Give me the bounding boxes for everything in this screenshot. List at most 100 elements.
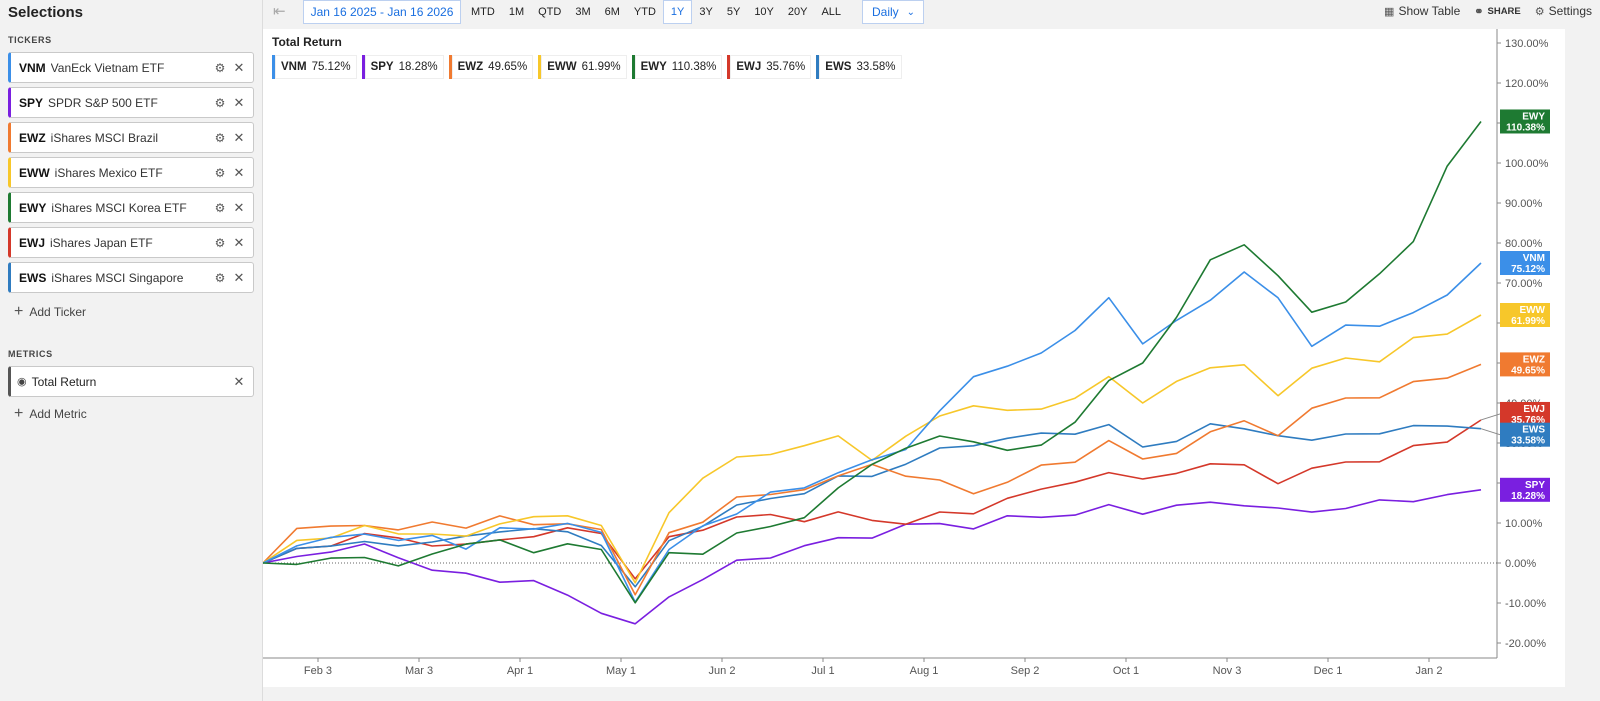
remove-metric-icon[interactable]: ✕ <box>233 373 245 389</box>
legend-symbol: EWS <box>825 61 852 73</box>
settings-button[interactable]: ⚙ Settings <box>1535 4 1592 18</box>
range-button-1y[interactable]: 1Y <box>662 0 693 24</box>
y-tick-label: 10.00% <box>1505 518 1543 530</box>
gear-icon[interactable]: ⚙ <box>214 165 226 180</box>
legend-item-ewy[interactable]: EWY 110.38% <box>631 55 723 79</box>
add-metric-button[interactable]: + Add Metric <box>14 405 87 422</box>
date-range-picker[interactable]: Jan 16 2025 - Jan 16 2026 <box>303 0 461 24</box>
ticker-symbol: SPY <box>19 95 44 110</box>
range-button-20y[interactable]: 20Y <box>787 6 808 18</box>
series-line-ewy[interactable] <box>263 121 1482 604</box>
legend-value: 18.28% <box>398 61 438 73</box>
legend-item-ews[interactable]: EWS 33.58% <box>816 55 902 79</box>
x-tick-label: Apr 1 <box>507 665 533 677</box>
range-button-3m[interactable]: 3M <box>575 6 591 18</box>
remove-ticker-icon[interactable]: ✕ <box>233 59 245 75</box>
ticker-item-ews[interactable]: EWS iShares MSCI Singapore ⚙ ✕ <box>8 262 254 293</box>
end-tag-bg <box>1500 251 1550 275</box>
add-ticker-button[interactable]: + Add Ticker <box>14 304 86 320</box>
range-button-qtd[interactable]: QTD <box>538 6 562 18</box>
range-button-ytd[interactable]: YTD <box>633 6 656 18</box>
plus-icon: + <box>14 405 24 422</box>
frequency-select[interactable]: Daily ⌄ <box>862 0 924 24</box>
legend-symbol: EWY <box>640 61 667 73</box>
gear-icon[interactable]: ⚙ <box>214 235 226 250</box>
share-button[interactable]: ⚭ SHARE <box>1474 5 1520 18</box>
legend-symbol: SPY <box>370 61 394 73</box>
gear-icon[interactable]: ⚙ <box>214 270 226 285</box>
end-tag-bg <box>1500 352 1550 377</box>
legend-value: 110.38% <box>671 61 717 73</box>
ticker-item-ewz[interactable]: EWZ iShares MSCI Brazil ⚙ ✕ <box>8 122 254 153</box>
end-tag-symbol: EWJ <box>1523 404 1545 415</box>
share-icon: ⚭ <box>1474 5 1484 18</box>
legend-value: 49.65% <box>488 61 528 73</box>
legend-symbol: EWJ <box>736 61 762 73</box>
gear-icon[interactable]: ⚙ <box>214 130 226 145</box>
end-tag-value: 61.99% <box>1511 316 1545 327</box>
share-label: SHARE <box>1487 5 1521 17</box>
sidebar-title: Selections <box>8 4 84 21</box>
remove-ticker-icon[interactable]: ✕ <box>233 199 245 215</box>
remove-ticker-icon[interactable]: ✕ <box>233 234 245 250</box>
ticker-name: iShares Japan ETF <box>50 235 153 250</box>
remove-ticker-icon[interactable]: ✕ <box>233 269 245 285</box>
ticker-item-eww[interactable]: EWW iShares Mexico ETF ⚙ ✕ <box>8 157 254 188</box>
ticker-item-ewy[interactable]: EWY iShares MSCI Korea ETF ⚙ ✕ <box>8 192 254 223</box>
chart-panel[interactable]: 130.00%120.00%110.00%100.00%90.00%80.00%… <box>263 29 1565 687</box>
series-line-eww[interactable] <box>263 314 1482 584</box>
end-tag-bg <box>1500 477 1550 502</box>
gear-icon[interactable]: ⚙ <box>214 95 226 110</box>
gear-icon[interactable]: ⚙ <box>214 200 226 215</box>
selections-sidebar: Selections TICKERS VNM VanEck Vietnam ETF… <box>0 0 263 701</box>
range-button-6m[interactable]: 6M <box>604 6 620 18</box>
ticker-name: iShares Mexico ETF <box>54 165 163 180</box>
show-table-label: Show Table <box>1398 4 1461 18</box>
series-line-ews[interactable] <box>263 423 1482 588</box>
ticker-symbol: VNM <box>19 60 46 75</box>
metric-item-total-return[interactable]: ◉ Total Return ✕ <box>8 366 254 397</box>
show-table-button[interactable]: ▦ Show Table <box>1384 4 1460 18</box>
ticker-item-spy[interactable]: SPY SPDR S&P 500 ETF ⚙ ✕ <box>8 87 254 118</box>
end-tag-symbol: EWY <box>1522 111 1545 122</box>
legend-item-vnm[interactable]: VNM 75.12% <box>272 55 357 79</box>
x-tick-label: Jun 2 <box>709 665 736 677</box>
end-tag-connector <box>1480 413 1501 421</box>
range-button-1m[interactable]: 1M <box>508 6 525 18</box>
end-tag-bg <box>1500 422 1550 447</box>
range-button-3y[interactable]: 3Y <box>699 6 713 18</box>
collapse-sidebar-icon[interactable]: ⇤ <box>273 3 286 20</box>
x-tick-label: May 1 <box>606 665 636 677</box>
x-tick-label: Jul 1 <box>811 665 834 677</box>
remove-ticker-icon[interactable]: ✕ <box>233 129 245 145</box>
range-button-5y[interactable]: 5Y <box>726 6 741 18</box>
legend-item-spy[interactable]: SPY 18.28% <box>361 55 444 79</box>
legend-item-ewz[interactable]: EWZ 49.65% <box>448 55 534 79</box>
legend-item-ewj[interactable]: EWJ 35.76% <box>727 55 812 79</box>
range-buttons: MTD 1M QTD 3M 6M YTD 1Y 3Y 5Y 10Y 20Y ALL <box>464 0 848 24</box>
remove-ticker-icon[interactable]: ✕ <box>233 164 245 180</box>
legend-symbol: EWZ <box>457 61 484 73</box>
end-tag-value: 49.65% <box>1511 365 1545 376</box>
range-button-all[interactable]: ALL <box>821 6 842 18</box>
range-button-10y[interactable]: 10Y <box>754 6 774 18</box>
end-tag-value: 110.38% <box>1506 122 1545 133</box>
end-tag-bg <box>1500 109 1550 134</box>
gear-icon[interactable]: ⚙ <box>214 60 226 75</box>
legend-symbol: VNM <box>281 61 307 73</box>
end-tag-value: 35.76% <box>1511 415 1545 426</box>
legend-item-eww[interactable]: EWW 61.99% <box>538 55 627 79</box>
range-button-mtd[interactable]: MTD <box>471 6 495 18</box>
series-line-vnm[interactable] <box>263 262 1482 603</box>
series-line-ewj[interactable] <box>263 419 1482 580</box>
ticker-name: iShares MSCI Korea ETF <box>51 200 187 215</box>
remove-ticker-icon[interactable]: ✕ <box>233 94 245 110</box>
total-return-chart[interactable]: 130.00%120.00%110.00%100.00%90.00%80.00%… <box>263 29 1565 687</box>
series-line-ewz[interactable] <box>263 363 1482 596</box>
ticker-item-vnm[interactable]: VNM VanEck Vietnam ETF ⚙ ✕ <box>8 52 254 83</box>
legend-value: 61.99% <box>581 61 621 73</box>
series-line-spy[interactable] <box>263 489 1482 625</box>
eye-icon[interactable]: ◉ <box>17 376 27 388</box>
ticker-item-ewj[interactable]: EWJ iShares Japan ETF ⚙ ✕ <box>8 227 254 258</box>
